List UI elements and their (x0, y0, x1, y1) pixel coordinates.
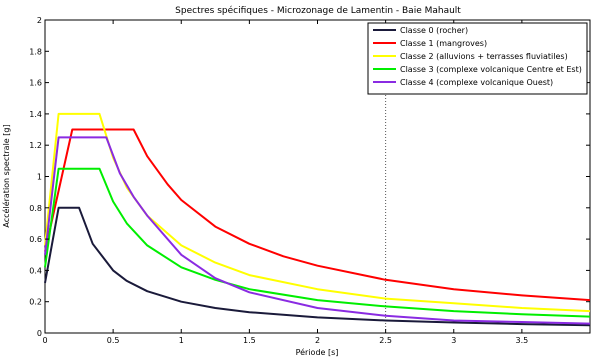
y-tick-label: 1.2 (29, 141, 42, 150)
x-tick-label: 2.5 (379, 336, 392, 345)
series-layer (44, 112, 591, 327)
x-axis-label: Période [s] (296, 347, 339, 357)
series-line-classe-3 (44, 167, 591, 318)
axis-layer: 0 0.5 1 1.5 2 2.5 3 3.5 0 0.2 0.4 0.6 0.8 1 1.2 1.4 1.6 1… (29, 16, 590, 345)
x-tick-label: 0.5 (107, 336, 120, 345)
x-tick-label: 1 (179, 336, 184, 345)
legend-label-classe-2: Classe 2 (alluvions + terrasses fluviati… (400, 52, 568, 61)
y-tick-label: 1.6 (29, 79, 42, 88)
chart-title: Spectres spécifiques - Microzonage de La… (175, 5, 461, 16)
x-tick-label: 2 (315, 336, 320, 345)
x-tick-label: 3.5 (516, 336, 529, 345)
y-tick-label: 2 (37, 16, 42, 25)
legend-box (367, 22, 588, 95)
x-tick-label: 0 (42, 336, 47, 345)
legend-label-classe-1: Classe 1 (mangroves) (400, 39, 487, 48)
y-tick-label: 1.8 (29, 47, 42, 56)
series-line-classe-2 (44, 112, 591, 313)
x-tick-label: 3 (451, 336, 456, 345)
y-tick-label: 0.8 (29, 204, 42, 213)
y-tick-label: 0 (37, 329, 42, 338)
y-tick-label: 1 (37, 173, 42, 182)
legend-label-classe-0: Classe 0 (rocher) (400, 26, 468, 35)
y-tick-label: 0.4 (29, 266, 42, 275)
legend-label-classe-4: Classe 4 (complexe volcanique Ouest) (400, 78, 553, 87)
y-tick-label: 0.6 (29, 235, 42, 244)
series-line-classe-4 (44, 136, 591, 325)
x-tick-label: 1.5 (243, 336, 256, 345)
legend-label-classe-3: Classe 3 (complexe volcanique Centre et … (400, 65, 582, 74)
y-tick-label: 0.2 (29, 298, 42, 307)
y-tick-label: 1.4 (29, 110, 42, 119)
series-line-classe-1 (44, 128, 591, 302)
y-axis-label: Accélération spectrale [g] (1, 124, 11, 227)
series-line-classe-0 (44, 206, 591, 327)
legend: Classe 0 (rocher) Classe 1 (mangroves) Cla… (367, 22, 588, 95)
